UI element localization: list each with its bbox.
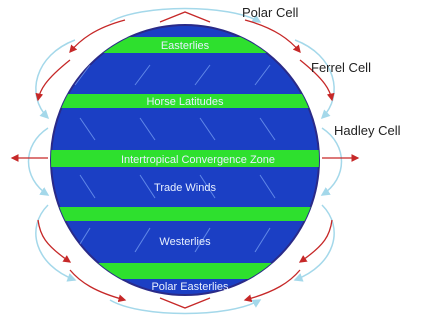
circulation-cell-loops — [27, 7, 343, 315]
hadley-cell-loop-left — [27, 127, 50, 196]
red-arrow-bottom-center — [159, 297, 211, 309]
band-label-easterlies: Easterlies — [161, 40, 210, 52]
band-horse-latitudes — [51, 94, 319, 108]
band-mid-south — [51, 207, 319, 221]
band-label-polar-easterlies: Polar Easterlies — [151, 281, 229, 293]
ferrel-cell-loop-south-right — [293, 204, 335, 282]
red-arrow-mid-south-left — [37, 219, 72, 263]
ferrel-cell-label: Ferrel Cell — [311, 60, 371, 75]
band-label-westerlies: Westerlies — [159, 236, 211, 248]
wind-streaks — [74, 64, 276, 253]
hadley-cell-loop-right — [320, 127, 343, 196]
red-arrow-mid-north-right — [299, 59, 335, 102]
red-arrow-top-right — [244, 19, 301, 53]
red-arrow-bottom-left — [69, 269, 127, 303]
polar-cell-loop-south — [109, 299, 262, 315]
band-label-trade-winds: Trade Winds — [154, 182, 216, 194]
band-label-horse-latitudes: Horse Latitudes — [146, 96, 224, 108]
ferrel-cell-loop-south-left — [35, 204, 77, 282]
ferrel-cell-loop-north-left — [35, 39, 76, 120]
latitude-bands — [51, 37, 319, 279]
band-polar-easterlies-south — [51, 263, 319, 279]
ferrel-cell-loop-north-right — [294, 39, 335, 120]
polar-cell-label: Polar Cell — [242, 5, 299, 20]
red-arrow-mid-north-left — [35, 59, 71, 102]
red-arrow-mid-south-right — [298, 219, 333, 263]
polar-cell-loop-north — [109, 7, 262, 23]
surface-circulation-arrows — [10, 11, 360, 309]
red-arrow-top-center — [159, 11, 211, 23]
band-itcz — [51, 150, 319, 167]
band-label-itcz: Intertropical Convergence Zone — [121, 154, 275, 166]
red-arrow-bottom-right — [243, 269, 301, 303]
red-arrow-top-left — [69, 19, 126, 53]
hadley-cell-label: Hadley Cell — [334, 123, 401, 138]
